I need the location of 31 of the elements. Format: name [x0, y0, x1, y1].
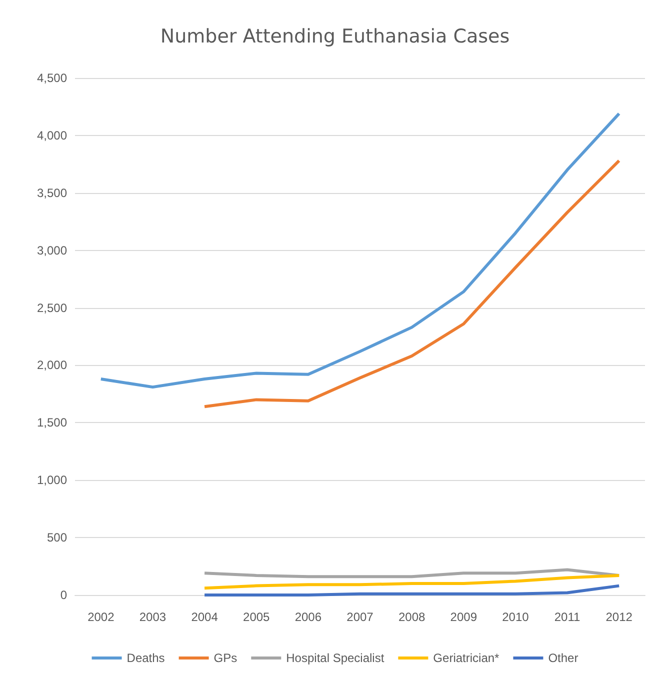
x-tick-label: 2006: [294, 610, 322, 624]
legend-label: Hospital Specialist: [286, 651, 385, 665]
y-tick-label: 4,000: [36, 128, 68, 142]
legend-label: GPs: [214, 651, 238, 665]
line-series: [99, 112, 621, 389]
x-tick-label: 2008: [398, 610, 426, 624]
x-tick-label: 2005: [243, 610, 270, 624]
line-series: [203, 584, 621, 596]
legend-label: Other: [548, 651, 578, 665]
y-tick-label: 3,500: [36, 186, 68, 200]
y-tick-label: 3,000: [36, 243, 68, 258]
x-tick-label: 2012: [606, 610, 633, 624]
x-tick-label: 2009: [450, 610, 478, 624]
line-series: [203, 159, 621, 408]
y-tick-label: 2,000: [36, 358, 68, 372]
y-tick-label: 500: [46, 530, 68, 545]
line-series: [203, 574, 621, 590]
x-tick-label: 2011: [554, 610, 580, 624]
legend-label: Geriatrician*: [433, 651, 500, 665]
x-tick-label: 2010: [502, 610, 530, 624]
y-tick-label: 4,500: [36, 71, 68, 85]
y-tick-label: 0: [60, 588, 68, 602]
x-tick-label: 2003: [139, 610, 166, 624]
x-tick-label: 2007: [346, 610, 374, 624]
x-tick-label: 2004: [191, 610, 218, 624]
y-tick-label: 1,500: [36, 416, 68, 430]
chart-title: Number Attending Euthanasia Cases: [160, 26, 510, 48]
legend-label: Deaths: [126, 651, 165, 665]
y-tick-label: 2,500: [36, 300, 68, 315]
x-tick-label: 2002: [88, 610, 115, 624]
y-tick-label: 1,000: [36, 473, 68, 488]
